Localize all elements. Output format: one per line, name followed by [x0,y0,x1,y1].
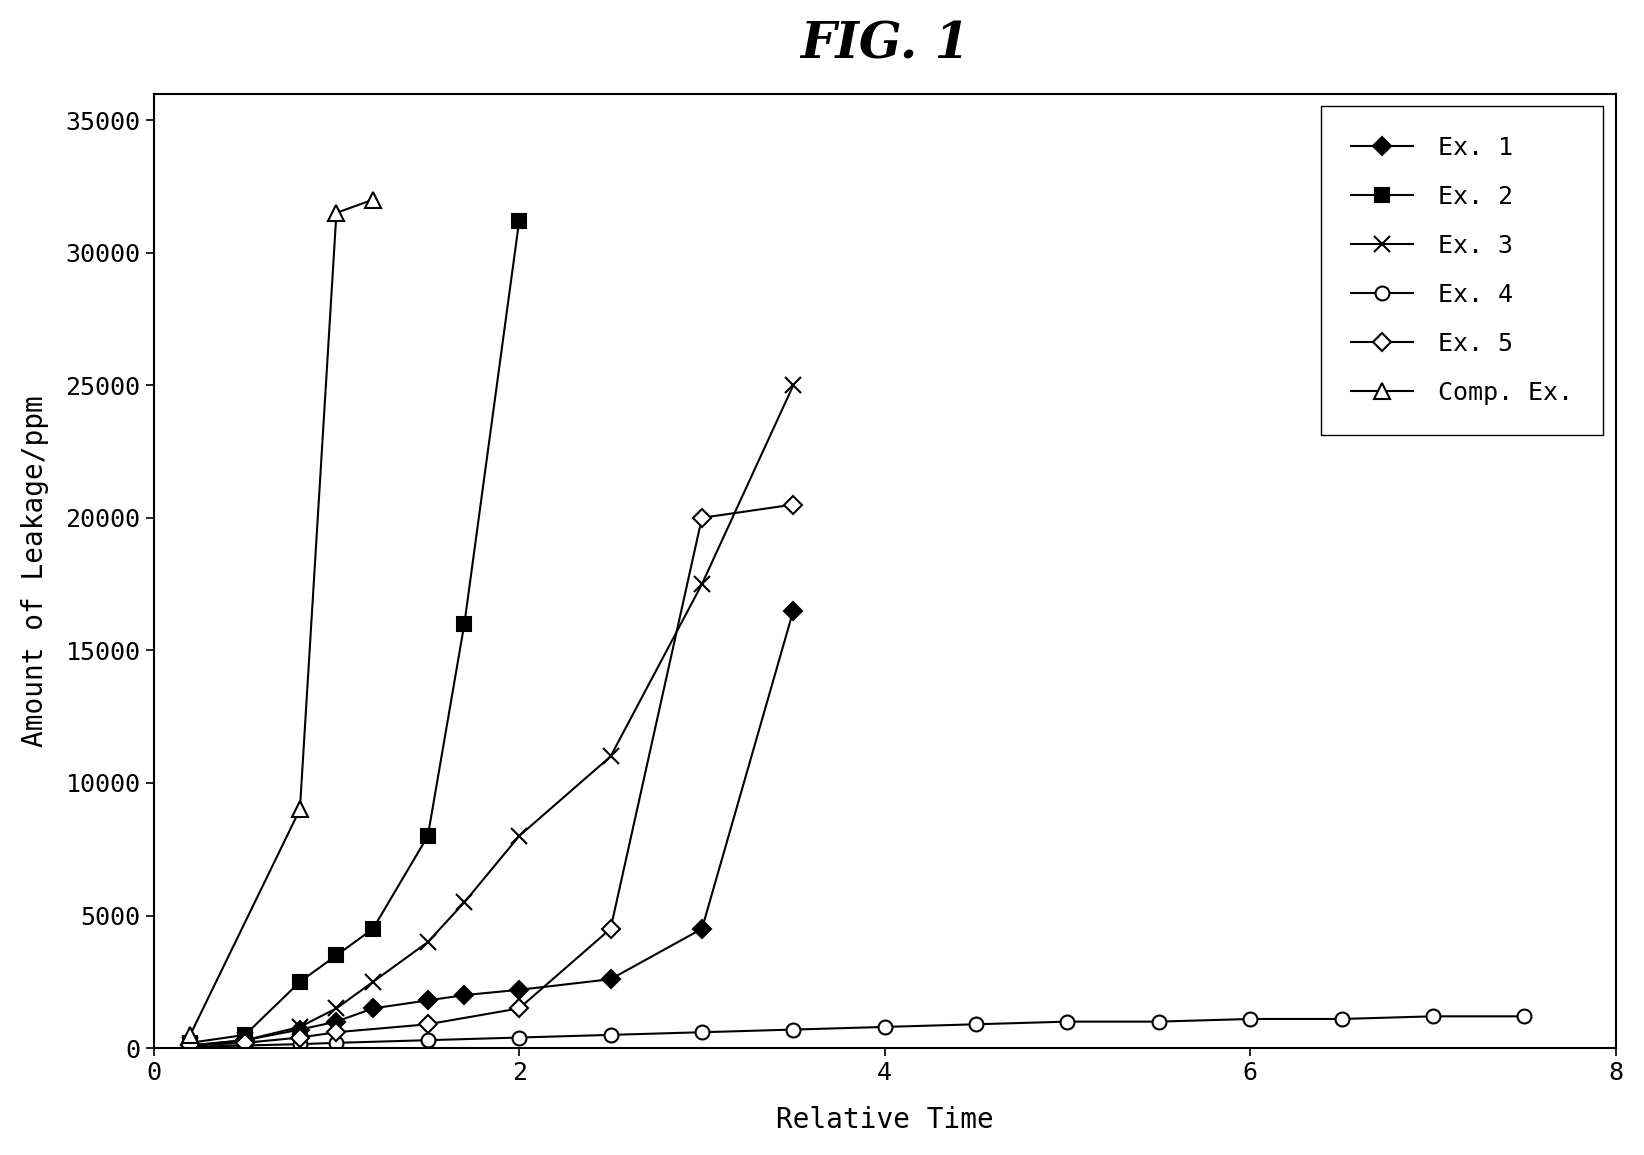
Ex. 1 [692,922,712,936]
Ex. 2 [289,975,309,989]
Ex. 5 [289,1030,309,1044]
Ex. 4 [692,1026,712,1040]
Line: Ex. 4: Ex. 4 [182,1009,1531,1053]
Ex. 1 [784,604,804,618]
Ex. 1 [181,1038,201,1052]
Ex. 3 [363,975,383,989]
Ex. 3 [454,895,473,909]
Ex. 2 [454,617,473,631]
Line: Ex. 2: Ex. 2 [182,214,526,1050]
Ex. 4 [181,1040,201,1053]
Ex. 5 [510,1001,529,1015]
Ex. 1 [510,983,529,997]
Ex. 4 [600,1028,620,1042]
Ex. 3 [784,379,804,393]
Legend: Ex. 1, Ex. 2, Ex. 3, Ex. 4, Ex. 5, Comp. Ex.: Ex. 1, Ex. 2, Ex. 3, Ex. 4, Ex. 5, Comp.… [1320,106,1603,435]
Line: Ex. 3: Ex. 3 [182,377,802,1053]
Ex. 2 [363,922,383,936]
Ex. 5 [600,922,620,936]
Ex. 1 [363,1001,383,1015]
Ex. 4 [1514,1009,1534,1023]
Ex. 1 [600,973,620,986]
Comp. Ex. [363,193,383,207]
Ex. 2 [327,948,347,962]
Title: FIG. 1: FIG. 1 [801,21,970,69]
Comp. Ex. [327,206,347,219]
Ex. 4 [235,1038,255,1052]
Ex. 5 [181,1038,201,1052]
Ex. 2 [510,214,529,228]
X-axis label: Relative Time: Relative Time [776,1106,993,1134]
Ex. 1 [418,993,437,1007]
Ex. 5 [235,1036,255,1050]
Line: Ex. 5: Ex. 5 [184,498,799,1052]
Ex. 4 [1149,1015,1169,1029]
Ex. 2 [235,1028,255,1042]
Ex. 3 [692,578,712,591]
Ex. 1 [289,1022,309,1036]
Ex. 2 [181,1036,201,1050]
Ex. 1 [454,989,473,1003]
Ex. 5 [327,1026,347,1040]
Ex. 1 [327,1015,347,1029]
Ex. 3 [235,1034,255,1048]
Ex. 5 [418,1018,437,1031]
Line: Ex. 1: Ex. 1 [184,604,799,1052]
Ex. 4 [510,1030,529,1044]
Ex. 2 [418,829,437,843]
Ex. 3 [289,1020,309,1034]
Ex. 4 [875,1020,894,1034]
Ex. 4 [784,1022,804,1036]
Line: Comp. Ex.: Comp. Ex. [182,192,381,1043]
Comp. Ex. [289,803,309,817]
Ex. 5 [784,498,804,512]
Ex. 4 [1057,1015,1077,1029]
Ex. 3 [181,1038,201,1052]
Y-axis label: Amount of Leakage/ppm: Amount of Leakage/ppm [21,395,49,747]
Comp. Ex. [181,1028,201,1042]
Ex. 4 [1240,1012,1259,1026]
Ex. 4 [418,1034,437,1048]
Ex. 5 [692,511,712,524]
Ex. 3 [418,936,437,949]
Ex. 4 [289,1037,309,1051]
Ex. 4 [1424,1009,1443,1023]
Ex. 1 [235,1034,255,1048]
Ex. 4 [327,1036,347,1050]
Ex. 3 [327,1001,347,1015]
Ex. 3 [600,750,620,763]
Ex. 4 [967,1018,986,1031]
Ex. 4 [1332,1012,1351,1026]
Ex. 3 [510,829,529,843]
